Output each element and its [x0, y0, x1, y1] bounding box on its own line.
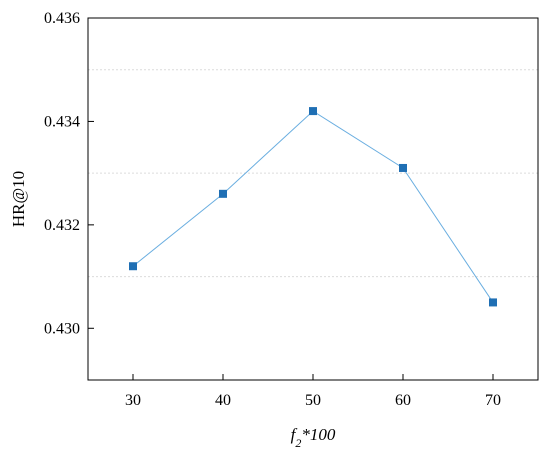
plot-area-frame — [87, 17, 539, 381]
data-point-marker — [309, 107, 317, 116]
x-axis-label-subscript: 2 — [295, 436, 301, 450]
x-axis-label-main: f — [291, 425, 298, 444]
data-point-marker — [219, 189, 227, 198]
data-point-marker — [399, 163, 407, 172]
x-tick-label: 60 — [395, 392, 411, 409]
x-tick-label: 40 — [215, 392, 231, 409]
data-point-marker — [129, 262, 137, 271]
y-tick-label: 0.430 — [44, 320, 80, 337]
x-tick-label: 30 — [125, 392, 141, 409]
y-tick-label: 0.432 — [44, 217, 80, 234]
x-axis-label-suffix: *100 — [301, 425, 336, 444]
data-point-marker — [489, 298, 497, 307]
y-tick-label: 0.434 — [44, 113, 80, 130]
x-tick-label: 70 — [485, 392, 501, 409]
x-axis-ticks: 30 40 50 60 70 — [125, 374, 501, 409]
x-axis-label: f2*100 — [291, 425, 336, 450]
series-layer — [129, 107, 497, 307]
y-axis-ticks: 0.430 0.432 0.434 0.436 — [44, 10, 94, 337]
grid-lines — [88, 69, 538, 278]
series-line — [132, 110, 494, 303]
y-axis-label: HR@10 — [9, 171, 28, 227]
x-tick-label: 50 — [305, 392, 321, 409]
y-tick-label: 0.436 — [44, 10, 80, 27]
